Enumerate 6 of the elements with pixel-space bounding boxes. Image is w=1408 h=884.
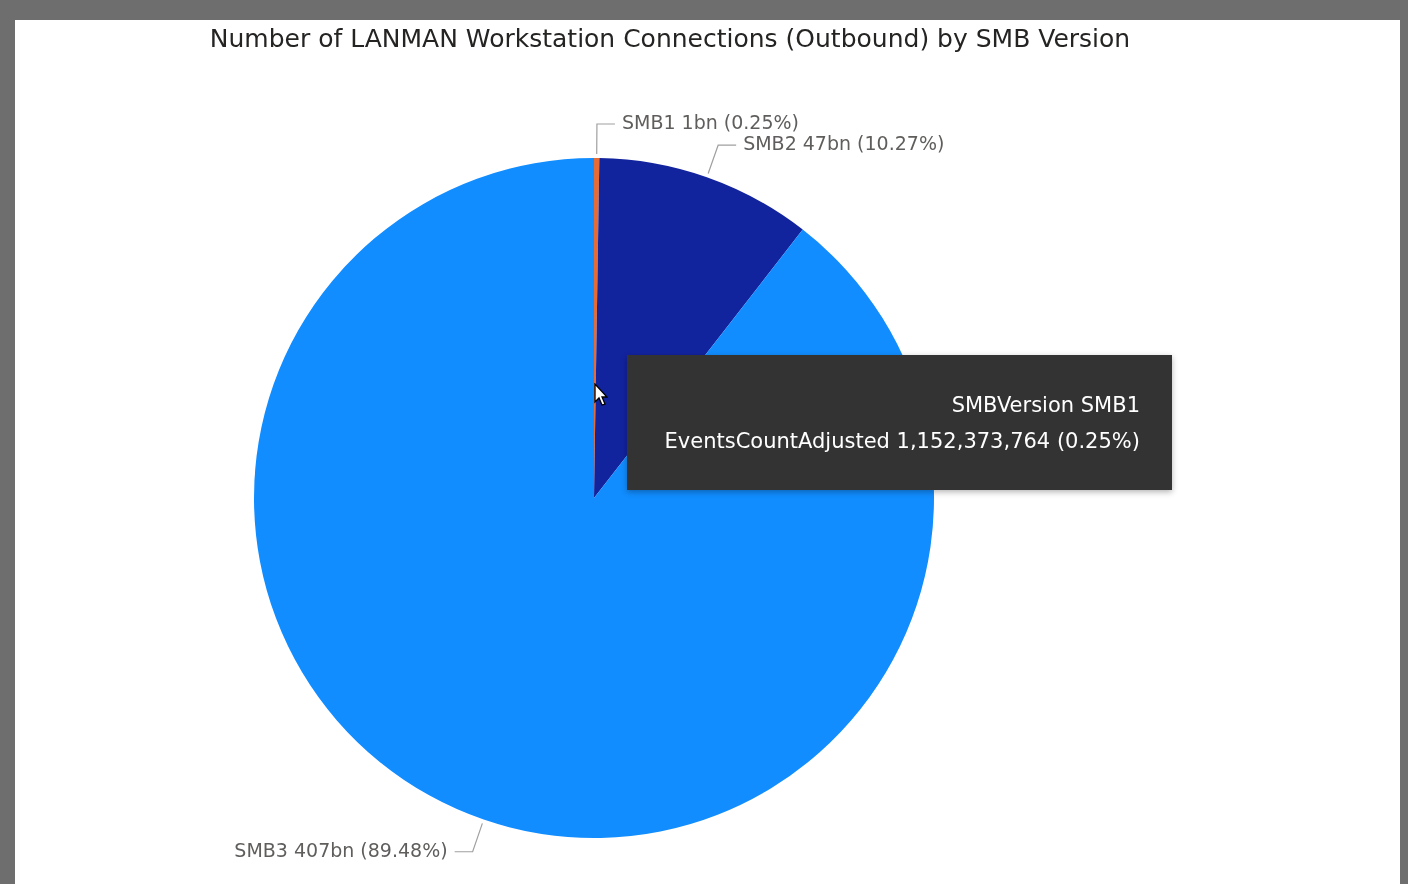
slice-label: SMB1 1bn (0.25%) xyxy=(621,110,799,133)
text: EventsCountAdjusted 1,152,373,764 (0.25%) xyxy=(664,428,1140,453)
chart-title: Number of LANMAN Workstation Connections (Outbound) by SMB Version xyxy=(208,24,1132,53)
slice-label: SMB3 407bn (89.48%) xyxy=(234,838,448,861)
slice-label: SMB2 47bn (10.27%) xyxy=(743,132,945,155)
text: SMBVersion SMB1 xyxy=(951,392,1140,417)
